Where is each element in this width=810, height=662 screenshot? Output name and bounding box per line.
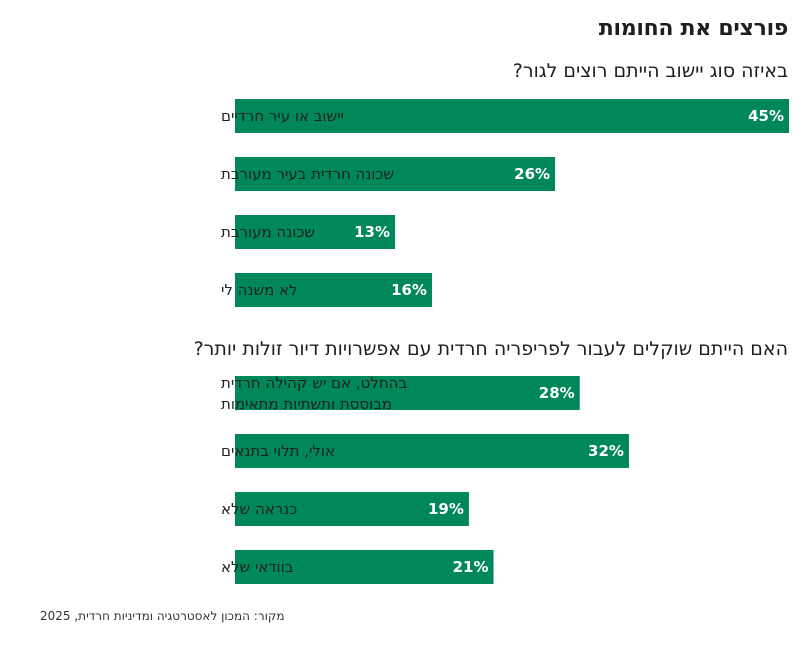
category-label: בוודאי שלא (221, 558, 294, 576)
bar-1-3 (235, 215, 396, 249)
bar-value-label: 16% (391, 281, 427, 299)
category-label: שכונה חרדית בעיר מעורבת (221, 165, 394, 183)
category-label: כנראה שלא (221, 500, 297, 518)
bar-2-2 (235, 434, 629, 468)
category-label: לא משנה לי (221, 281, 298, 299)
bar-1-1 (235, 99, 789, 133)
category-label: אולי, תלוי בתנאים (221, 442, 335, 460)
category-label: שכונה מעורבת (221, 223, 315, 241)
bar-value-label: 26% (514, 165, 550, 183)
bar-value-label: 19% (428, 500, 464, 518)
bar-value-label: 21% (453, 558, 489, 576)
bar-1-4 (235, 273, 432, 307)
chart-title: פורצים את החומות (598, 16, 789, 41)
bar-2-4 (235, 550, 494, 584)
category-label: יישוב או עיר חרדיים (221, 107, 344, 125)
bar-value-label: 28% (539, 384, 575, 402)
question-2-title: האם הייתם שוקלים לעבור לפריפריה חרדית עם… (193, 338, 788, 360)
category-label: בהחלט, אם יש קהילה חרדית מבוססת ותשתיות מ… (221, 374, 407, 413)
bar-2-1 (235, 376, 580, 410)
bar-value-label: 45% (748, 107, 784, 125)
bar-value-label: 13% (354, 223, 390, 241)
bar-2-3 (235, 492, 469, 526)
source-note: מקור: המכון לאסטרטגיה ומדיניות חרדית, 20… (40, 609, 285, 623)
bar-1-2 (235, 157, 556, 191)
bar-value-label: 32% (588, 442, 624, 460)
question-1-title: באיזה סוג יישוב הייתם רוצים לגור? (512, 60, 788, 82)
